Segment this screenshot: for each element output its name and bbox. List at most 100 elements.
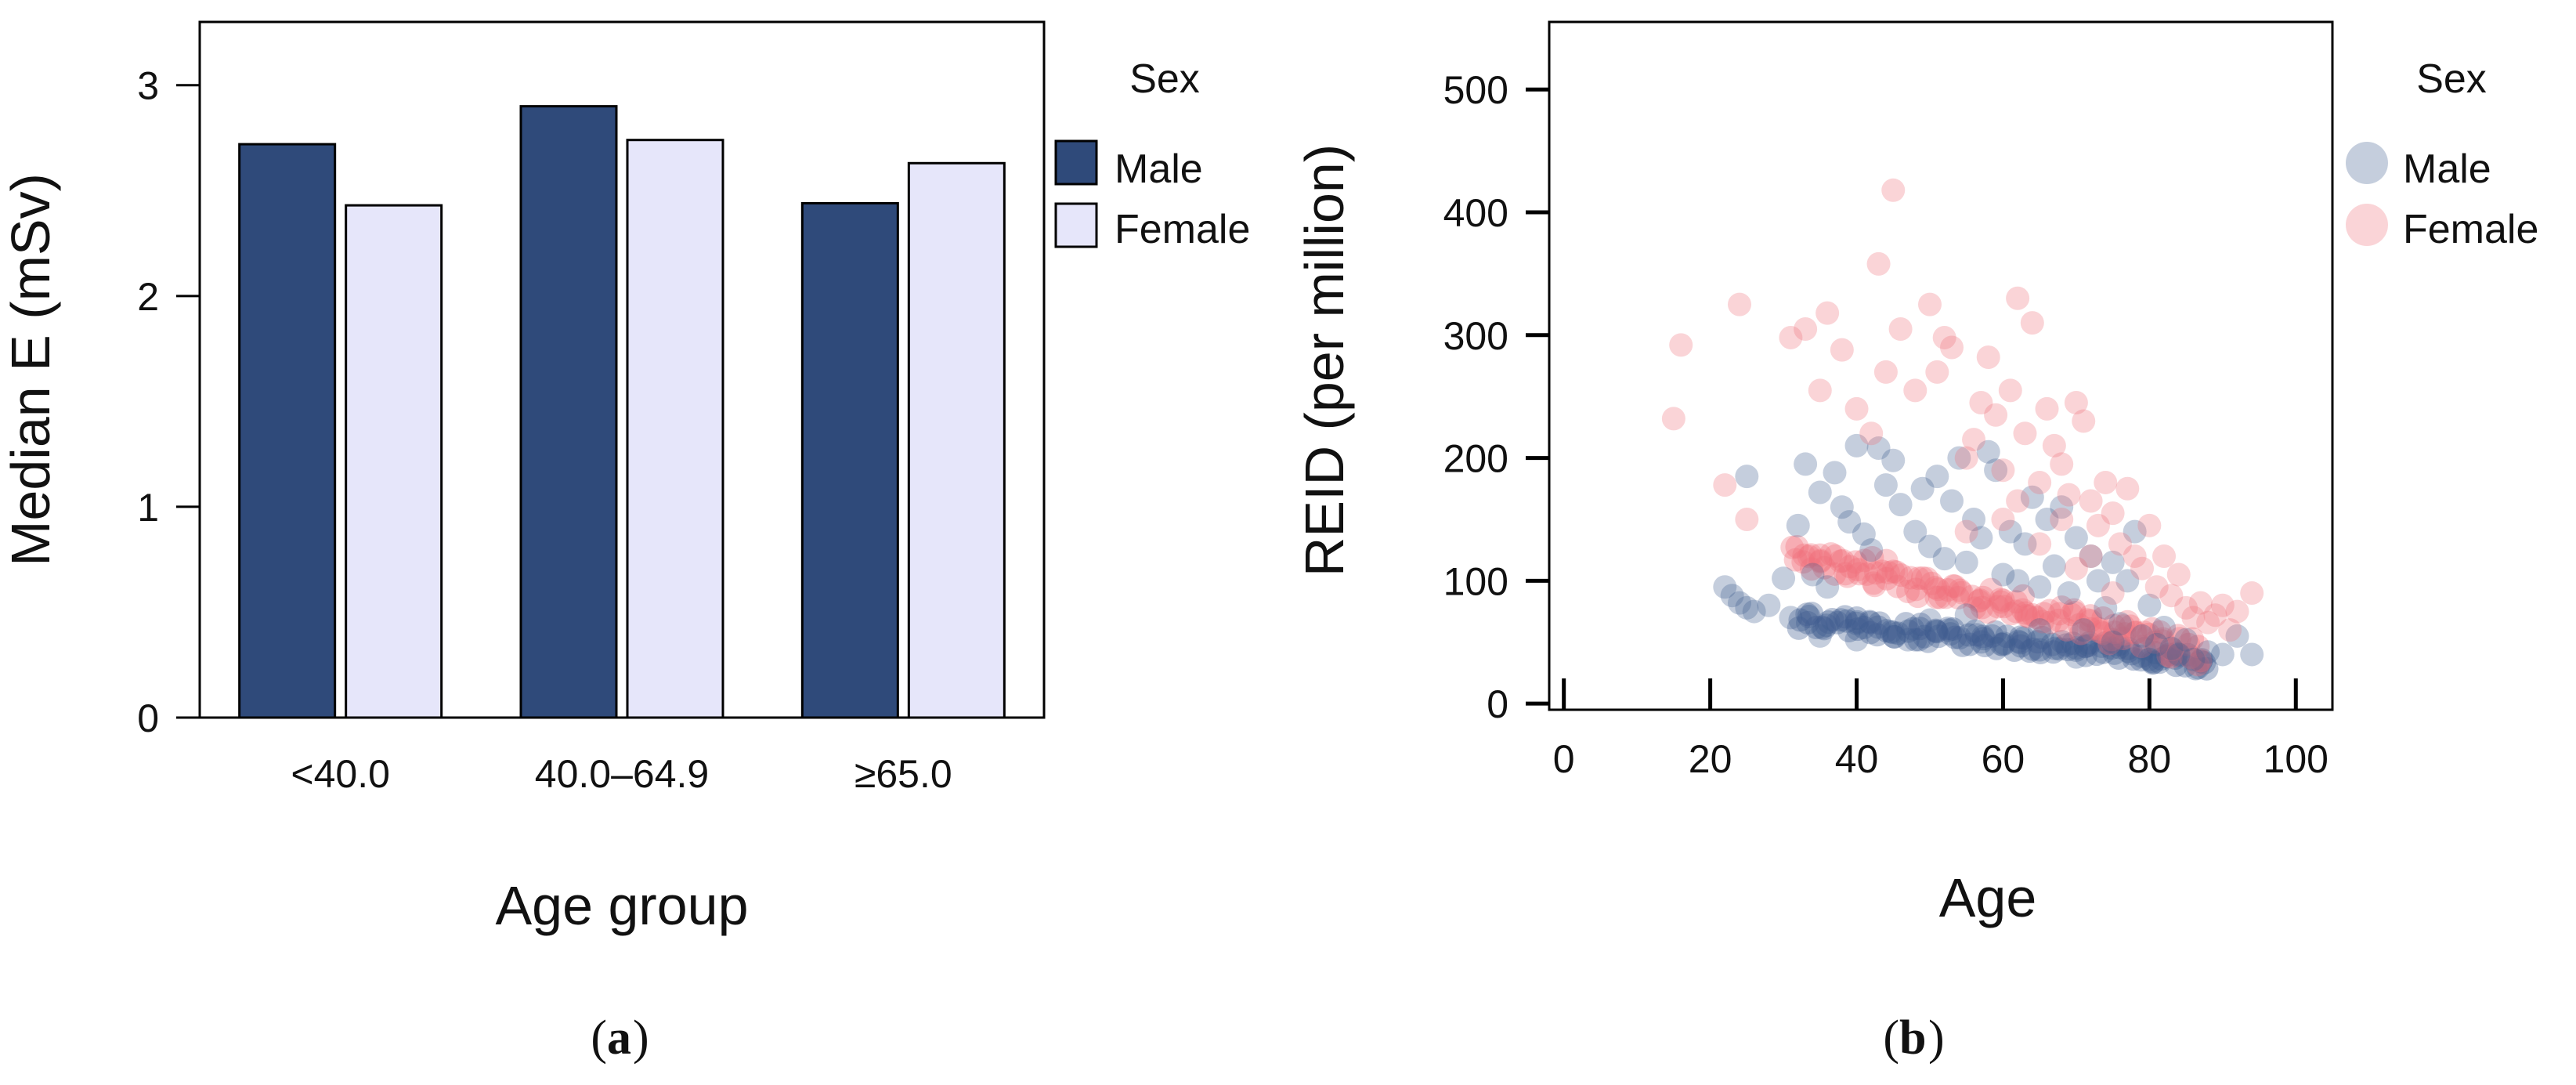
scatter-point-male-trend [1829, 608, 1853, 632]
scatter-point-female-trend [2014, 603, 2039, 627]
scatter-point-male-trend [2141, 650, 2166, 675]
scatter-point-female-trend [2112, 622, 2137, 646]
scatter-point-female-trend [2159, 645, 2184, 669]
scatter-point-female-trend [2177, 632, 2201, 656]
scatter-point-male [1830, 495, 1854, 519]
scatter-point-female-trend [1874, 548, 1899, 573]
scatter-point-male-trend [2184, 656, 2208, 681]
scatter-point-female-trend [1785, 534, 1809, 559]
scatter-point-male [1954, 603, 1978, 627]
x-tick-label: ≥65.0 [854, 752, 952, 796]
scatter-point-male-trend [2025, 630, 2050, 654]
scatter-point-female-trend [2151, 627, 2175, 651]
scatter-point-male-trend [1874, 619, 1899, 643]
scatter-point-male-trend [2018, 639, 2042, 664]
scatter-point-female [2115, 476, 2140, 501]
scatter-point-male-trend [1936, 618, 1960, 642]
scatter-point-female-trend [1852, 548, 1877, 573]
scatter-point-female-trend [1823, 544, 1848, 568]
scatter-point-female [2006, 489, 2030, 513]
bar-male [238, 143, 337, 719]
scatter-point-male-trend [2116, 639, 2141, 664]
scatter-point-female [1779, 325, 1803, 349]
scatter-point-female-trend [2038, 610, 2062, 635]
scatter-point-female [2137, 513, 2162, 537]
scatter-point-female-trend [1924, 576, 1948, 600]
scatter-point-female [1735, 507, 1759, 531]
scatter-point-female [2144, 575, 2169, 599]
scatter-point-male-trend [1879, 620, 1903, 644]
scatter-point-female-trend [1791, 550, 1815, 574]
scatter-point-female-trend [1904, 577, 1928, 602]
scatter-point-female [2050, 507, 2074, 531]
scatter-point-female-trend [1948, 578, 1972, 602]
scatter-point-female [2166, 562, 2191, 587]
scatter-point-female-trend [1934, 585, 1958, 609]
scatter-point-male-trend [1985, 636, 2009, 660]
scatter-point-male-trend [1912, 624, 1936, 649]
bar-chart-y-axis-label: Median E (mSv) [0, 173, 61, 566]
scatter-point-male-trend [2009, 634, 2033, 658]
scatter-point-male-trend [1835, 609, 1859, 633]
caption-open-paren: ( [1883, 1011, 1899, 1065]
scatter-point-male-trend [1941, 617, 1965, 642]
scatter-point-female-trend [2037, 599, 2061, 623]
caption-letter-b: b [1899, 1011, 1926, 1065]
scatter-point-male-trend [2129, 648, 2153, 672]
scatter-point-male [1720, 584, 1744, 608]
scatter-point-female [2035, 396, 2059, 421]
scatter-point-female-trend [1960, 584, 1984, 609]
scatter-point-female-trend [1819, 542, 1843, 566]
scatter-point-female-trend [1835, 564, 1859, 588]
scatter-point-female [2101, 581, 2125, 606]
scatter-point-male-trend [1858, 610, 1882, 635]
scatter-point-male [1815, 575, 1840, 599]
scatter-point-male [2006, 569, 2030, 593]
scatter-point-male [1932, 547, 1956, 571]
scatter-point-male-trend [1882, 624, 1906, 649]
scatter-point-female [2152, 544, 2177, 569]
scatter-legend-title: Sex [2416, 56, 2487, 102]
scatter-point-male [1735, 595, 1759, 620]
scatter-point-female-trend [1846, 558, 1870, 582]
legend-male-label: Male [1115, 146, 1203, 192]
scatter-point-female-trend [2150, 629, 2174, 653]
scatter-point-female [2006, 286, 2030, 310]
scatter-point-female-trend [1979, 577, 2003, 602]
scatter-point-male-trend [2077, 631, 2101, 655]
scatter-point-female-trend [2180, 627, 2205, 651]
scatter-point-female-trend [2086, 617, 2111, 641]
scatter-point-female [1954, 519, 1978, 544]
scatter-point-female-trend [1864, 561, 1888, 585]
scatter-point-male-trend [1964, 619, 1988, 643]
scatter-point-female [2130, 556, 2155, 580]
scatter-point-male [1991, 562, 2015, 587]
scatter-point-male [2240, 642, 2264, 667]
scatter-point-male-trend [1805, 616, 1829, 640]
scatter-point-male-trend [2008, 625, 2032, 649]
scatter-point-female-trend [1828, 549, 1852, 573]
y-tick-label: 0 [1487, 682, 1508, 726]
scatter-point-male-trend [2149, 647, 2173, 671]
scatter-point-male-trend [2116, 636, 2141, 660]
scatter-point-male-trend [1844, 606, 1869, 630]
scatter-point-female-trend [2020, 602, 2044, 627]
scatter-point-male-trend [2100, 636, 2124, 660]
scatter-point-male [2144, 632, 2169, 656]
scatter-point-male-trend [1926, 624, 1950, 649]
caption-open-paren: ( [591, 1011, 607, 1065]
scatter-point-male [2079, 544, 2103, 569]
x-tick-label: 20 [1689, 737, 1732, 781]
scatter-point-female [1917, 292, 1942, 316]
scatter-point-female [2203, 603, 2227, 627]
y-tick-label: 300 [1443, 314, 1508, 358]
scatter-point-male-trend [1938, 622, 1963, 646]
scatter-point-female-trend [2047, 602, 2072, 626]
scatter-point-male-trend [2157, 642, 2181, 667]
scatter-point-female-trend [1808, 549, 1833, 573]
scatter-point-female [2057, 483, 2081, 507]
scatter-point-female-trend [2032, 602, 2056, 626]
scatter-point-female [2181, 606, 2206, 630]
scatter-point-male [2181, 647, 2206, 671]
